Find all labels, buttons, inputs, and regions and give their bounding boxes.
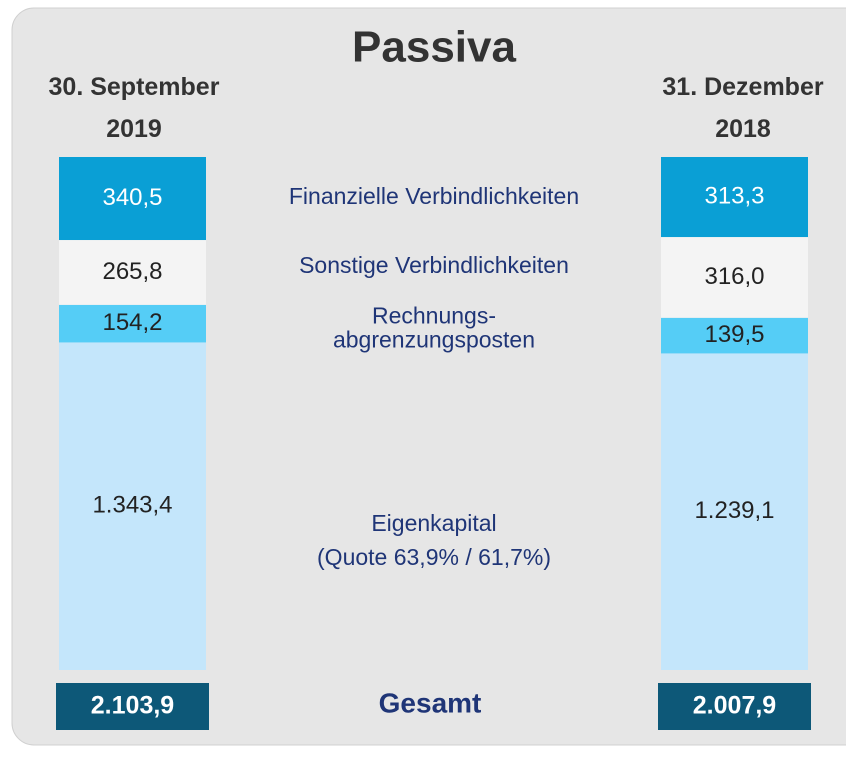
value-label: 313,3 xyxy=(704,182,764,209)
value-label: 154,2 xyxy=(102,309,162,336)
value-label: 340,5 xyxy=(102,184,162,211)
bar-segment xyxy=(661,317,808,354)
category-label: 31. Dezember 2018 xyxy=(662,73,823,143)
chart-title: Passiva xyxy=(352,23,516,72)
totals-name: Gesamt xyxy=(379,687,482,718)
total-box xyxy=(56,683,209,730)
total-label: 2.007,9 xyxy=(693,692,776,720)
bar-segment xyxy=(661,237,808,318)
annotation: (Quote 63,9% / 61,7%) xyxy=(317,544,551,570)
series-label: Finanzielle Verbindlichkeiten xyxy=(289,183,579,209)
total-label: 2.103,9 xyxy=(91,692,174,720)
series-label: Sonstige Verbindlichkeiten xyxy=(299,252,569,278)
panel xyxy=(11,7,846,746)
category-label: 30. September 2019 xyxy=(49,73,220,143)
series-label: Eigenkapital xyxy=(371,510,496,536)
value-label: 139,5 xyxy=(704,321,764,348)
total-box xyxy=(658,683,811,730)
bar-segment xyxy=(661,157,808,238)
bar-segment xyxy=(59,157,206,241)
value-label: 1.239,1 xyxy=(694,497,774,524)
series-label: Rechnungs-abgrenzungsposten xyxy=(333,303,535,353)
bar-segment xyxy=(59,304,206,343)
bar-segment xyxy=(59,240,206,305)
value-label: 265,8 xyxy=(102,258,162,285)
value-label: 316,0 xyxy=(704,263,764,290)
bar-segment xyxy=(59,342,206,670)
value-label: 1.343,4 xyxy=(92,492,172,519)
bar-segment xyxy=(661,353,808,670)
